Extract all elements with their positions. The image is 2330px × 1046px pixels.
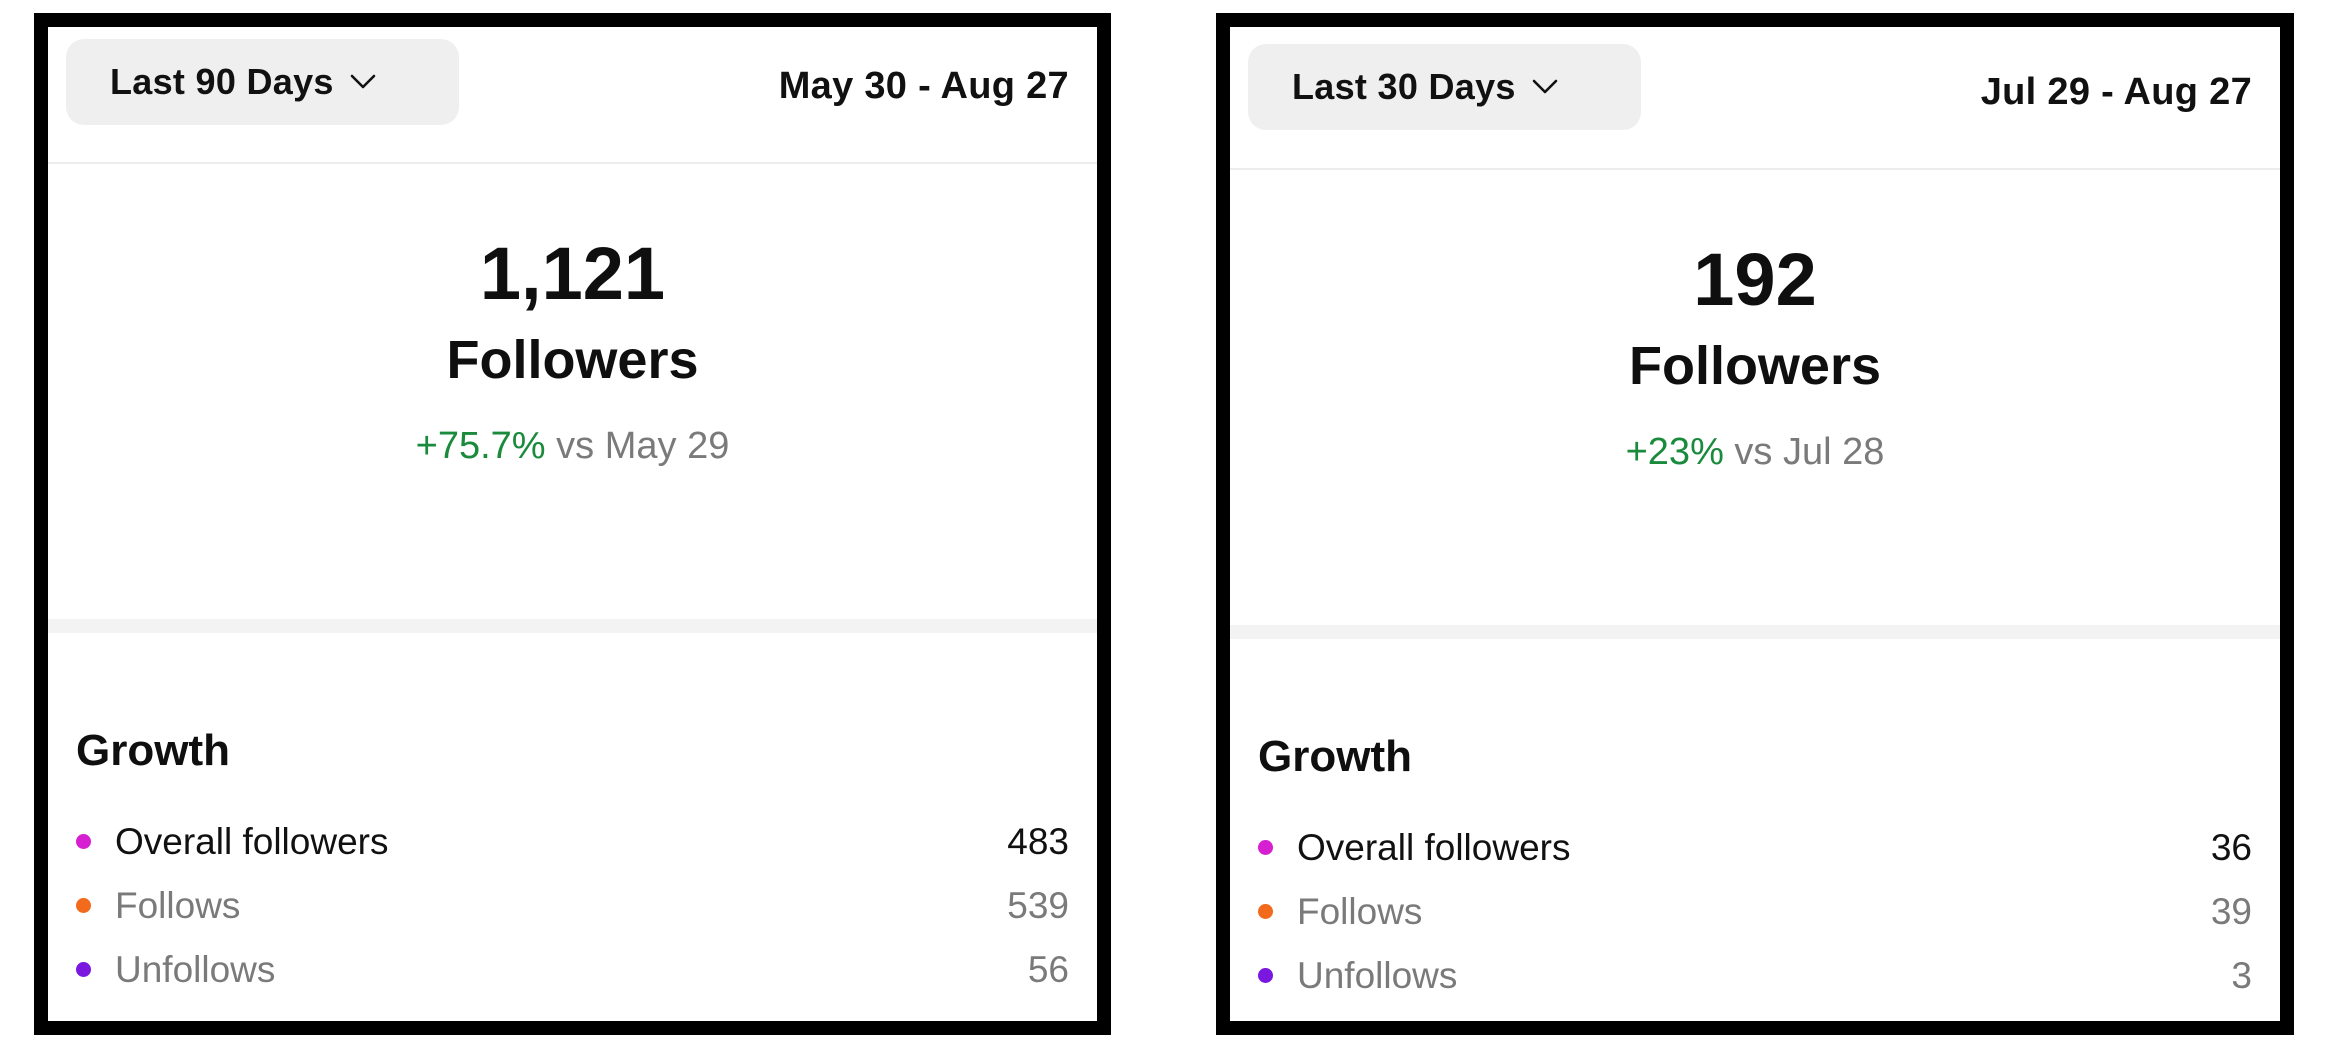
growth-row-label: Follows (115, 884, 241, 926)
change-comparison: vs May 29 (556, 425, 730, 467)
change-comparison: vs Jul 28 (1734, 431, 1885, 473)
growth-section-title: Growth (76, 726, 230, 775)
growth-row-label: Unfollows (1297, 954, 1458, 996)
growth-row-unfollows: Unfollows 56 (76, 937, 1069, 1001)
unfollows-dot-icon (1258, 967, 1273, 983)
growth-list: Overall followers 36 Follows 39 Unfollow… (1258, 815, 2252, 1007)
followers-count: 192 (1693, 238, 1817, 321)
unfollows-dot-icon (76, 961, 91, 977)
change-percentage: +23% (1625, 431, 1724, 473)
growth-row-value: 483 (1007, 820, 1069, 862)
growth-row-value: 39 (2210, 890, 2252, 932)
followers-change: +23% vs Jul 28 (1230, 433, 2280, 471)
date-range-dropdown-button[interactable]: Last 90 Days (66, 39, 459, 125)
section-separator (1230, 625, 2280, 639)
date-range-text: Jul 29 - Aug 27 (1980, 71, 2252, 113)
growth-row-overall-followers: Overall followers 36 (1258, 815, 2252, 879)
chevron-down-icon (350, 74, 376, 89)
header-divider (48, 162, 1097, 164)
followers-summary: 192 Followers +23% vs Jul 28 (1230, 238, 2280, 472)
followers-label: Followers (1628, 336, 1882, 396)
followers-panel-30-days: Last 30 Days Jul 29 - Aug 27 192 Followe… (1216, 13, 2294, 1035)
growth-row-unfollows: Unfollows 3 (1258, 943, 2252, 1007)
date-range-dropdown-label: Last 30 Days (1292, 66, 1516, 107)
overall-followers-dot-icon (76, 833, 91, 849)
date-range-dropdown-button[interactable]: Last 30 Days (1248, 44, 1641, 130)
growth-row-follows: Follows 39 (1258, 879, 2252, 943)
follows-dot-icon (76, 897, 91, 913)
growth-row-label: Follows (1297, 890, 1423, 932)
date-range-text: May 30 - Aug 27 (778, 65, 1069, 107)
followers-change: +75.7% vs May 29 (48, 427, 1097, 465)
growth-row-label: Unfollows (115, 948, 276, 990)
overall-followers-dot-icon (1258, 839, 1273, 855)
followers-panel-90-days: Last 90 Days May 30 - Aug 27 1,121 Follo… (34, 13, 1111, 1035)
chevron-down-icon (1532, 79, 1558, 94)
growth-row-value: 539 (1007, 884, 1069, 926)
growth-row-value: 36 (2210, 826, 2252, 868)
header-divider (1230, 168, 2280, 170)
change-percentage: +75.7% (415, 425, 546, 467)
followers-count: 1,121 (479, 232, 666, 315)
growth-row-value: 56 (1027, 948, 1069, 990)
followers-summary: 1,121 Followers +75.7% vs May 29 (48, 232, 1097, 466)
section-separator (48, 619, 1097, 633)
growth-row-label: Overall followers (1297, 826, 1571, 868)
growth-list: Overall followers 483 Follows 539 Unfoll… (76, 809, 1069, 1001)
growth-row-follows: Follows 539 (76, 873, 1069, 937)
growth-row-overall-followers: Overall followers 483 (76, 809, 1069, 873)
growth-section-title: Growth (1258, 732, 1412, 781)
growth-row-value: 3 (2231, 954, 2252, 996)
growth-row-label: Overall followers (115, 820, 389, 862)
follows-dot-icon (1258, 903, 1273, 919)
date-range-dropdown-label: Last 90 Days (110, 61, 334, 102)
followers-label: Followers (446, 330, 699, 390)
